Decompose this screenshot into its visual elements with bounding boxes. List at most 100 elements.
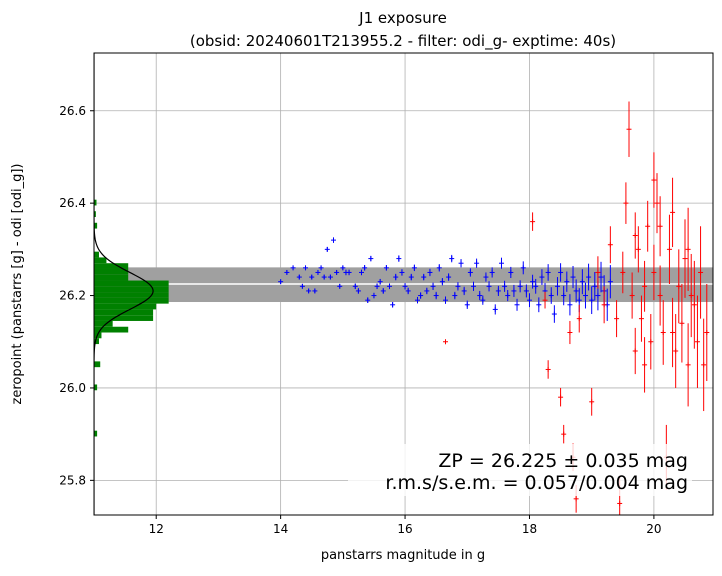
plot-frame: [93, 52, 714, 516]
data-point-rejected: [558, 387, 564, 407]
data-point-used: [514, 298, 520, 311]
data-point-used: [430, 282, 436, 291]
y-tick-label: 26.6: [59, 104, 86, 118]
data-point-rejected: [632, 327, 638, 375]
y-tick-label: 26.4: [59, 196, 86, 210]
data-point-rejected: [576, 304, 582, 333]
data-point-used: [582, 282, 588, 309]
annotation-box: [348, 444, 692, 496]
data-point-used: [455, 282, 461, 291]
data-point-used: [296, 274, 302, 280]
y-tick-label: 25.8: [59, 473, 86, 487]
x-tick-label: 18: [522, 522, 537, 536]
histogram-bar: [94, 430, 98, 437]
data-point-used: [383, 265, 389, 271]
data-point-used: [371, 292, 377, 299]
data-point-used: [421, 273, 427, 281]
data-point-used: [589, 286, 595, 315]
data-point-rejected: [704, 284, 710, 382]
data-point-rejected: [607, 226, 613, 264]
data-point-used: [340, 265, 346, 271]
data-point-rejected: [666, 214, 672, 284]
zp-annotation: ZP = 26.225 ± 0.035 mag: [438, 450, 688, 472]
data-point-used: [427, 268, 433, 277]
histogram-bar: [94, 222, 98, 229]
axes-ticks: 12 14 16 18 20 25.8 26.0 26.2 26.4 26.6: [59, 104, 661, 536]
data-point-used: [502, 280, 508, 292]
data-point-used: [299, 283, 305, 289]
data-point-used: [380, 288, 386, 294]
data-point-used: [511, 284, 517, 297]
data-point-rejected: [679, 284, 685, 363]
data-point-used: [452, 291, 458, 300]
data-point-used: [303, 265, 309, 271]
data-point-used: [399, 269, 405, 276]
data-point-rejected: [648, 314, 654, 370]
data-point-rejected: [442, 339, 448, 345]
data-point-used: [411, 264, 417, 272]
data-point-rejected: [698, 226, 704, 319]
histogram-bar: [94, 263, 129, 269]
data-point-used: [436, 264, 442, 272]
data-point-rejected: [561, 424, 567, 444]
data-point-used: [598, 261, 604, 293]
data-point-rejected: [691, 260, 697, 349]
data-point-used: [474, 258, 480, 268]
data-point-used: [517, 280, 523, 293]
data-point-used: [564, 271, 570, 292]
data-point-used: [324, 246, 330, 252]
data-point-rejected: [642, 260, 648, 312]
histogram-bar: [94, 280, 169, 287]
histogram: [94, 199, 169, 437]
data-point-used: [433, 291, 439, 300]
data-point-used: [278, 279, 284, 285]
data-point-used: [467, 268, 473, 277]
data-point-used: [498, 257, 504, 269]
data-point-used: [520, 261, 526, 275]
data-point-used: [561, 285, 567, 306]
data-point-rejected: [601, 286, 607, 324]
data-point-rejected: [623, 182, 629, 224]
data-point-rejected: [701, 318, 707, 412]
histogram-bar: [94, 315, 154, 321]
histogram-bar: [94, 297, 169, 304]
data-point-used: [533, 278, 539, 294]
data-point-used: [387, 283, 393, 290]
data-point-used: [331, 237, 337, 243]
data-point-used: [408, 273, 414, 281]
plot-area: 12 14 16 18 20 25.8 26.0 26.2 26.4 26.6: [59, 52, 714, 536]
data-point-rejected: [682, 219, 688, 298]
data-point-used: [573, 279, 579, 303]
gaussian-fit-curve: [94, 53, 154, 515]
data-point-used: [492, 304, 498, 315]
data-point-rejected: [626, 101, 632, 157]
data-point-used: [439, 277, 445, 286]
data-point-used: [530, 274, 536, 289]
data-point-rejected: [694, 295, 700, 388]
data-point-rejected: [629, 272, 635, 319]
data-point-used: [306, 288, 312, 294]
data-point-used: [551, 305, 557, 323]
data-point-rejected: [530, 212, 536, 231]
data-point-used: [570, 265, 576, 289]
data-point-rejected: [567, 320, 573, 345]
x-tick-label: 20: [646, 522, 661, 536]
data-point-used: [337, 283, 343, 289]
histogram-bar: [94, 292, 169, 298]
data-point-used: [548, 287, 554, 304]
chart-title: J1 exposure: [358, 9, 447, 27]
data-point-used: [315, 269, 321, 275]
data-point-used: [508, 266, 514, 278]
data-point-rejected: [670, 297, 676, 368]
data-point-used: [579, 269, 585, 295]
data-point-used: [458, 259, 464, 268]
data-point-used: [312, 288, 318, 294]
data-point-used: [477, 290, 483, 301]
data-point-rejected: [651, 244, 657, 301]
x-tick-label: 16: [397, 522, 412, 536]
plot-content: [94, 53, 713, 515]
histogram-bar: [94, 286, 169, 293]
data-point-used: [461, 286, 467, 296]
data-point-used: [526, 293, 532, 308]
